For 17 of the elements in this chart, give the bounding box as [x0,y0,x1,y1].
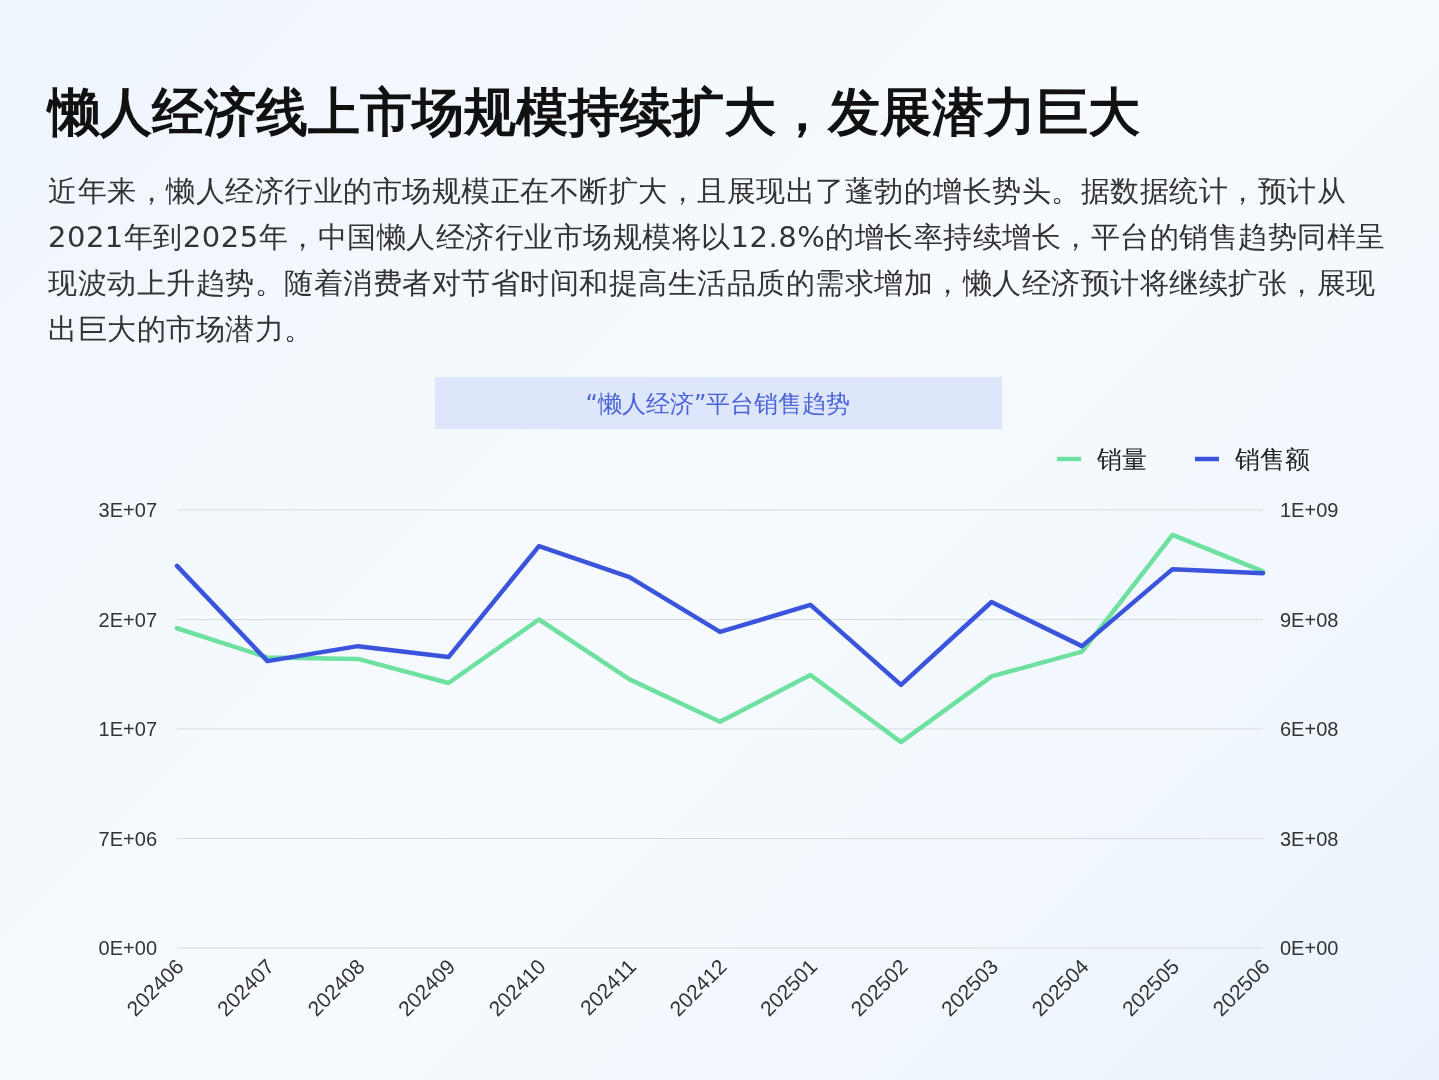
text: “懒人经济”平台销售趋势 [585,390,851,418]
chart-title: 懒人经济线上市场规模持续扩大，发展潜力巨大 [48,81,1140,144]
y2-tick-label: 3E+08 [1280,827,1339,850]
legend-label: 销售额 [1234,445,1310,474]
y2-tick-label: 6E+08 [1280,718,1339,740]
y-tick-label: 7E+06 [98,827,157,850]
line-series [174,532,1266,745]
y2-tick-label: 0E+00 [1280,937,1339,959]
legend-label: 销量 [1096,445,1147,474]
y-tick-label: 1E+07 [98,718,157,740]
line-series [174,543,1266,688]
y2-tick-label: 1E+09 [1280,499,1339,521]
y2-tick-label: 9E+08 [1280,608,1339,631]
chart-subtitle: 近年来，懒人经济行业的市场规模正在不断扩大，且展现出了蓬勃的增长势头。据数据统计，预计从2021年到2025年，中国懒人经济行业市场规模将以12.8%的增长率持续增长，平台的销售趋势同样呈现波动上升趋势。随着消费者对节省时间和提高生活品质的需求增加，懒人经济预计将继续扩张，展现出巨大的市场潜力。 [48,173,1387,348]
y-tick-label: 2E+07 [98,608,157,631]
y-tick-label: 0E+00 [98,937,157,959]
y-tick-label: 3E+07 [98,499,157,521]
